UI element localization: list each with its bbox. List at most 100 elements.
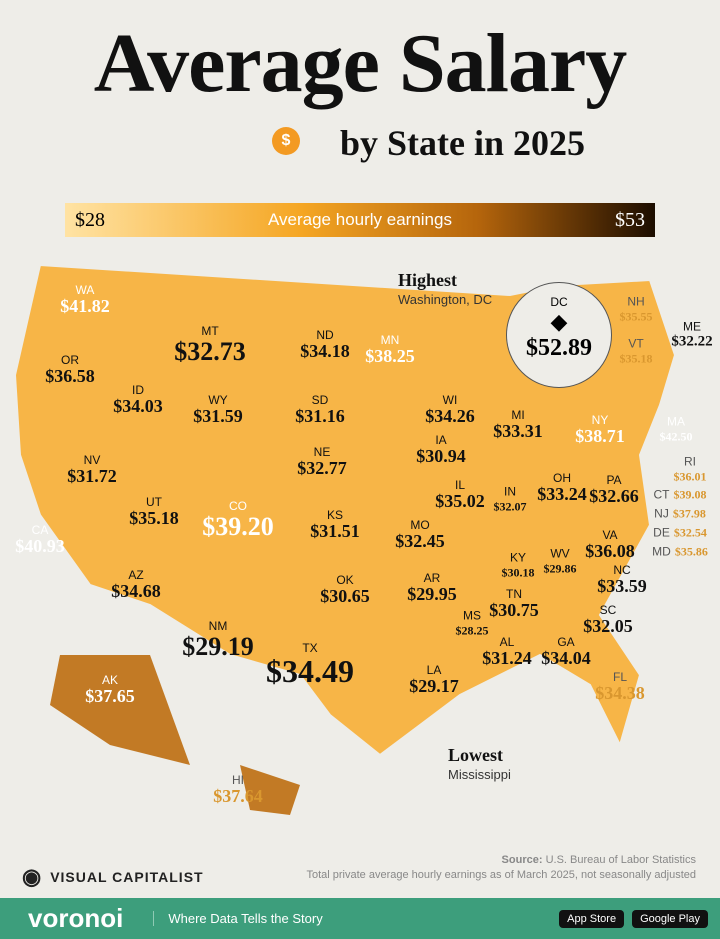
state-label-ks: KS $31.51	[310, 509, 360, 541]
state-value: $34.04	[541, 647, 591, 668]
state-abbr: OR	[61, 352, 79, 367]
state-value: $37.98	[672, 506, 706, 521]
footer-bar: voronoi Where Data Tells the Story App S…	[0, 898, 720, 939]
state-value: $33.59	[597, 575, 647, 596]
state-label-ri: RI $36.01	[674, 455, 707, 484]
state-value: $31.24	[482, 647, 532, 668]
state-label-hi: HI $37.64	[213, 774, 263, 806]
state-label-de: DE $32.54	[653, 525, 707, 542]
state-label-or: OR $36.58	[45, 354, 95, 386]
tagline: Where Data Tells the Story	[153, 911, 323, 926]
state-label-in: IN $32.07	[494, 485, 527, 514]
google-play-button[interactable]: Google Play	[632, 909, 708, 928]
state-label-sc: SC $32.05	[583, 604, 633, 636]
state-abbr: AZ	[128, 567, 144, 582]
state-abbr: IL	[454, 477, 465, 492]
state-value: $38.25	[365, 345, 415, 366]
state-label-vt: VT $35.18	[620, 337, 653, 366]
state-label-wy: WY $31.59	[193, 394, 243, 426]
state-abbr: OH	[553, 470, 571, 485]
state-value: $34.49	[266, 652, 354, 689]
state-value: $32.22	[671, 332, 713, 349]
state-abbr: IN	[504, 484, 516, 499]
state-value: $29.17	[409, 675, 459, 696]
state-label-me: ME $32.22	[671, 320, 712, 349]
state-value: $40.93	[15, 535, 65, 556]
state-value: $28.25	[455, 622, 489, 637]
state-value: $32.45	[395, 530, 445, 551]
state-value: $38.71	[575, 425, 625, 446]
source-text: U.S. Bureau of Labor Statistics	[545, 854, 696, 866]
state-abbr: CO	[229, 499, 247, 514]
state-abbr: WY	[208, 392, 228, 407]
state-label-wi: WI $34.26	[425, 394, 475, 426]
state-abbr: KS	[326, 507, 343, 522]
state-label-oh: OH $33.24	[537, 472, 587, 504]
state-abbr: MT	[201, 324, 219, 339]
state-abbr: TX	[302, 640, 318, 655]
state-value: $35.55	[619, 308, 653, 323]
state-abbr: TN	[506, 586, 522, 601]
state-label-la: LA $29.17	[409, 664, 459, 696]
state-value: $37.64	[213, 785, 263, 806]
state-value: $35.18	[619, 350, 653, 365]
state-value: $32.77	[297, 457, 347, 478]
state-abbr: WI	[442, 392, 458, 407]
state-label-ms: MS $28.25	[456, 609, 489, 638]
state-value: $34.03	[113, 395, 163, 416]
state-label-ma: MA $42.50	[660, 415, 693, 444]
state-abbr: NV	[83, 452, 101, 467]
state-label-ut: UT $35.18	[129, 496, 179, 528]
dc-value: $52.89	[526, 335, 592, 361]
app-store-button[interactable]: App Store	[559, 909, 625, 928]
state-abbr: AK	[101, 672, 118, 687]
state-label-wv: WV $29.86	[544, 547, 577, 576]
state-value: $31.51	[310, 520, 360, 541]
lowest-label: Lowest	[448, 745, 503, 765]
state-value: $30.75	[489, 599, 539, 620]
state-label-ar: AR $29.95	[407, 572, 457, 604]
state-value: $30.65	[320, 585, 370, 606]
state-label-ok: OK $30.65	[320, 574, 370, 606]
state-label-nd: ND $34.18	[300, 329, 350, 361]
source-label: Source:	[501, 854, 543, 866]
state-abbr: PA	[606, 472, 622, 487]
legend-min: $28	[75, 208, 105, 231]
state-abbr: DE	[653, 525, 670, 540]
state-abbr: NJ	[654, 506, 669, 521]
state-value: $37.65	[85, 685, 135, 706]
highest-name: Washington, DC	[398, 292, 493, 307]
state-label-mi: MI $33.31	[493, 409, 543, 441]
state-label-mn: MN $38.25	[365, 334, 415, 366]
voronoi-logo: voronoi	[28, 903, 124, 933]
state-label-nc: NC $33.59	[597, 564, 647, 596]
legend-label: Average hourly earnings	[268, 210, 452, 229]
state-label-mo: MO $32.45	[395, 519, 445, 551]
state-label-ky: KY $30.18	[502, 551, 535, 580]
state-abbr: OK	[336, 572, 354, 587]
state-abbr: SD	[311, 392, 329, 407]
state-abbr: AR	[423, 570, 441, 585]
color-legend: $28 Average hourly earnings $53	[65, 203, 655, 237]
state-value: $31.16	[295, 405, 345, 426]
state-label-ca: CA $40.93	[15, 524, 65, 556]
legend-max: $53	[614, 208, 645, 231]
highest-label: Highest	[398, 270, 458, 290]
state-value: $29.95	[407, 583, 457, 604]
state-value: $32.05	[583, 615, 633, 636]
lowest-name: Mississippi	[448, 767, 511, 782]
state-label-nh: NH $35.55	[620, 295, 653, 324]
state-abbr: ND	[316, 327, 334, 342]
state-value: $35.86	[674, 544, 708, 559]
state-abbr: UT	[146, 494, 162, 509]
state-abbr: GA	[557, 634, 575, 649]
state-abbr: ME	[683, 319, 701, 334]
state-abbr: NY	[591, 412, 609, 427]
state-label-va: VA $36.08	[585, 529, 635, 561]
state-label-ny: NY $38.71	[575, 414, 625, 446]
state-abbr: CA	[31, 522, 49, 537]
state-label-nj: NJ $37.98	[654, 506, 706, 523]
dc-callout: DC ◆ $52.89	[506, 282, 612, 388]
state-value: $32.73	[174, 336, 246, 366]
state-label-co: CO $39.20	[202, 500, 274, 540]
